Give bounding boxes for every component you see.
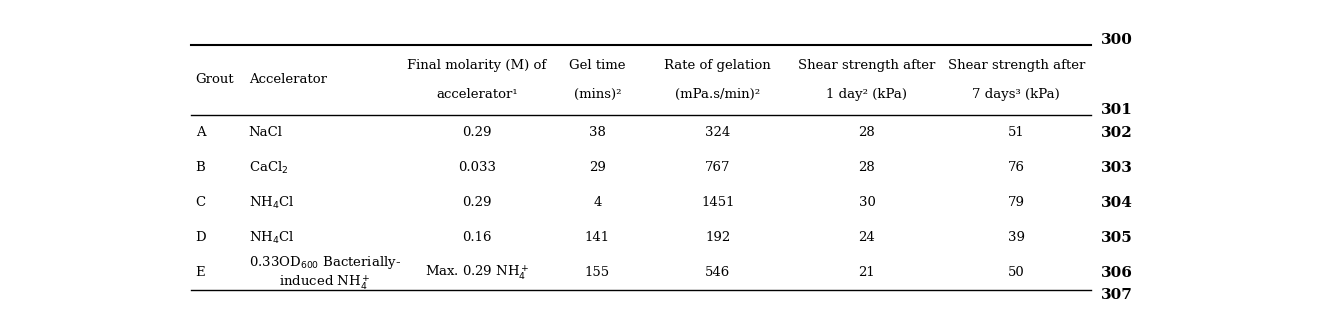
Text: 0.33OD$_{600}$ Bacterially-
induced NH$_4^+$: 0.33OD$_{600}$ Bacterially- induced NH$_… (248, 254, 401, 292)
Text: 4: 4 (593, 196, 602, 209)
Text: D: D (195, 231, 206, 244)
Text: Gel time: Gel time (569, 59, 626, 72)
Text: 7 days³ (kPa): 7 days³ (kPa) (973, 88, 1060, 101)
Text: 0.29: 0.29 (462, 126, 492, 139)
Text: 28: 28 (858, 161, 875, 174)
Text: 192: 192 (705, 231, 730, 244)
Text: E: E (195, 266, 206, 279)
Text: C: C (195, 196, 206, 209)
Text: Shear strength after: Shear strength after (948, 59, 1085, 72)
Text: 51: 51 (1008, 126, 1024, 139)
Text: (mins)²: (mins)² (574, 88, 622, 101)
Text: 305: 305 (1101, 231, 1133, 245)
Text: 38: 38 (589, 126, 606, 139)
Text: 79: 79 (1007, 196, 1024, 209)
Text: 30: 30 (858, 196, 875, 209)
Text: 300: 300 (1101, 33, 1133, 47)
Text: 0.16: 0.16 (462, 231, 492, 244)
Text: 307: 307 (1101, 288, 1133, 302)
Text: B: B (195, 161, 206, 174)
Text: 306: 306 (1101, 266, 1133, 280)
Text: Max. 0.29 NH$_4^+$: Max. 0.29 NH$_4^+$ (425, 263, 529, 282)
Text: 76: 76 (1007, 161, 1024, 174)
Text: A: A (195, 126, 206, 139)
Text: 301: 301 (1101, 103, 1133, 117)
Text: (mPa.s/min)²: (mPa.s/min)² (675, 88, 760, 101)
Text: NH$_4$Cl: NH$_4$Cl (248, 230, 294, 246)
Text: Shear strength after: Shear strength after (799, 59, 936, 72)
Text: 1 day² (kPa): 1 day² (kPa) (826, 88, 907, 101)
Text: Accelerator: Accelerator (248, 73, 326, 86)
Text: 546: 546 (705, 266, 730, 279)
Text: 304: 304 (1101, 196, 1133, 210)
Text: 1451: 1451 (701, 196, 734, 209)
Text: 302: 302 (1101, 126, 1133, 140)
Text: Final molarity (M) of: Final molarity (M) of (408, 59, 546, 72)
Text: NH$_4$Cl: NH$_4$Cl (248, 195, 294, 211)
Text: CaCl$_2$: CaCl$_2$ (248, 160, 288, 176)
Text: 21: 21 (858, 266, 875, 279)
Text: 0.29: 0.29 (462, 196, 492, 209)
Text: accelerator¹: accelerator¹ (436, 88, 517, 101)
Text: 141: 141 (585, 231, 610, 244)
Text: Grout: Grout (195, 73, 235, 86)
Text: 24: 24 (858, 231, 875, 244)
Text: 155: 155 (585, 266, 610, 279)
Text: NaCl: NaCl (248, 126, 282, 139)
Text: 50: 50 (1008, 266, 1024, 279)
Text: 39: 39 (1007, 231, 1024, 244)
Text: 767: 767 (705, 161, 730, 174)
Text: 324: 324 (705, 126, 730, 139)
Text: 28: 28 (858, 126, 875, 139)
Text: Rate of gelation: Rate of gelation (664, 59, 771, 72)
Text: 29: 29 (589, 161, 606, 174)
Text: 303: 303 (1101, 161, 1133, 175)
Text: 0.033: 0.033 (458, 161, 496, 174)
